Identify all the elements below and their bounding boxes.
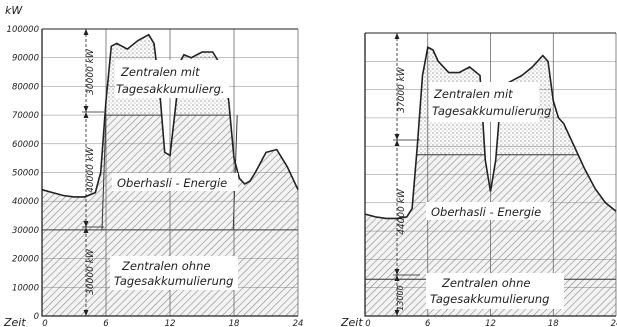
label-background [110, 256, 238, 290]
region-label-mit-1: Zentralen mit [433, 87, 513, 101]
dimension-label-bottom: 13000 [396, 285, 405, 310]
x-tick-label: 0 [42, 319, 47, 327]
load-curve [41, 33, 299, 198]
x-axis-label: Zeit [340, 316, 363, 327]
axes [41, 29, 298, 317]
y-tick-label: 40000 [12, 197, 39, 207]
y-tick-label: 90000 [12, 54, 39, 64]
region-label-ohne-2: Tagesakkumulierung [114, 274, 233, 288]
y-tick-label: 50000 [12, 169, 39, 179]
right-chart: 0 6 12 18 24 Zeit Zentralen mit Tagesakkumul… [340, 32, 617, 327]
dimension-label-top: 37000 kW [397, 66, 407, 113]
y-tick-label: 80000 [12, 82, 39, 92]
y-tick-label: 60000 [12, 140, 39, 150]
label-background [115, 60, 229, 98]
y-tick-label: 10000 [12, 283, 39, 293]
y-tick-label: 70000 [12, 111, 39, 121]
dimension-lines [82, 29, 104, 316]
y-tick-label: 100000 [7, 25, 39, 35]
x-tick-label: 24 [611, 319, 617, 327]
label-background [112, 173, 238, 191]
region-label-ohne-2: Tagesakkumulierung [430, 292, 549, 306]
axes [364, 33, 616, 317]
x-axis-label: Zeit [3, 316, 26, 327]
dimension-label-top: 30000 kW [86, 48, 96, 95]
label-background [426, 202, 550, 220]
region-label-oberhasli: Oberhasli - Energie [431, 205, 541, 219]
dimension-label-bottom: 30000 kW [86, 248, 96, 295]
x-tick-label: 12 [485, 319, 496, 327]
y-axis-unit: kW [5, 4, 23, 17]
y-tick-label: 20000 [12, 255, 39, 265]
x-tick-label: 6 [103, 319, 109, 327]
left-chart: 0 6 12 18 24 0 10000 20000 30000 40000 50000 60000 7… [3, 4, 303, 327]
region-label-mit-2: Tagesakkumulierung [432, 104, 551, 118]
dimension-label-mid: 40000 kW [86, 146, 96, 193]
x-tick-label: 12 [165, 319, 176, 327]
x-tick-label: 6 [425, 319, 431, 327]
region-label-ohne-1: Zentralen ohne [121, 259, 210, 273]
dimension-lines [393, 33, 420, 316]
region-label-oberhasli: Oberhasli - Energie [117, 176, 227, 190]
x-tick-label: 18 [548, 319, 559, 327]
y-tick-label: 0 [34, 312, 39, 322]
x-tick-label: 24 [293, 319, 304, 327]
load-curve [364, 45, 617, 220]
region-label-mit-1: Zentralen mit [120, 65, 200, 79]
label-background [426, 273, 564, 309]
dimension-label-mid: 44000 kW [397, 188, 407, 235]
x-tick-label: 0 [365, 319, 370, 327]
region-label-mit-2: Tagesakkumulierg. [116, 82, 225, 96]
label-background [429, 82, 539, 122]
x-tick-label: 18 [229, 319, 240, 327]
y-tick-label: 30000 [12, 226, 39, 236]
region-label-ohne-1: Zentralen ohne [441, 276, 530, 290]
